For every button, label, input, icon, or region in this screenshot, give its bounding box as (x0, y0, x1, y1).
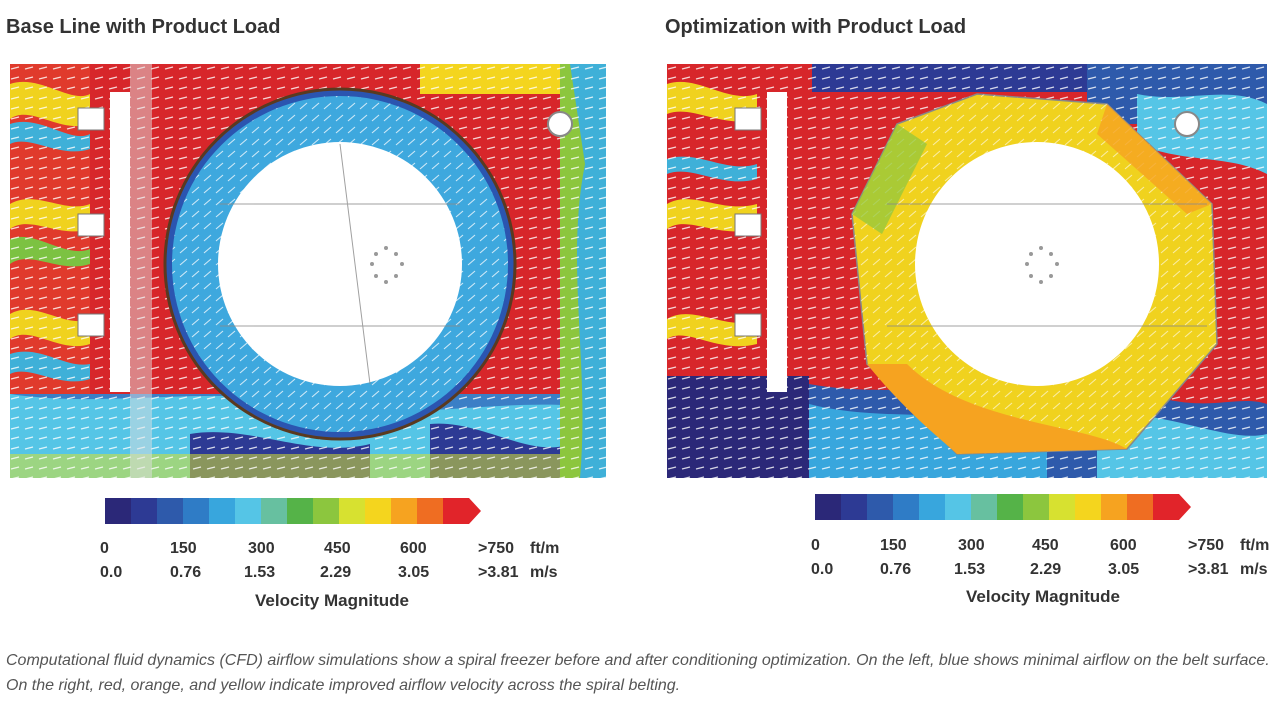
tick-ms-4: 3.05 (1108, 561, 1140, 578)
tick-ftm-5: >750 (478, 540, 515, 557)
tick-ms-0: 0.0 (811, 561, 834, 578)
tick-ftm-3: 450 (1032, 537, 1059, 554)
tick-ftm-5: >750 (1188, 537, 1225, 554)
right-legend-title: Velocity Magnitude (966, 587, 1120, 606)
right-colorbar (815, 494, 1179, 520)
tick-ms-4: 3.05 (398, 564, 430, 581)
left-legend-title: Velocity Magnitude (255, 591, 409, 610)
tick-ms-3: 2.29 (320, 564, 352, 581)
colorbar-overflow-arrow (1179, 494, 1191, 520)
tick-ftm-2: 300 (958, 537, 985, 554)
left-panel-title: Base Line with Product Load (6, 16, 281, 38)
tick-ftm-0: 0 (100, 540, 109, 557)
optimized-cfd-plot (667, 64, 1267, 478)
tick-ftm-1: 150 (170, 540, 197, 557)
tick-ftm-4: 600 (1110, 537, 1137, 554)
figure-caption: Computational fluid dynamics (CFD) airfl… (6, 652, 1270, 694)
tick-ms-0: 0.0 (100, 564, 123, 581)
tick-ftm-3: 450 (324, 540, 351, 557)
tick-ms-5: >3.81 (1188, 561, 1229, 578)
tick-ftm-4: 600 (400, 540, 427, 557)
tick-ms-3: 2.29 (1030, 561, 1062, 578)
tick-ftm-2: 300 (248, 540, 275, 557)
unit-ftm: ft/m (530, 540, 560, 557)
tick-ms-2: 1.53 (954, 561, 986, 578)
tick-ms-1: 0.76 (880, 561, 912, 578)
tick-ftm-0: 0 (811, 537, 820, 554)
unit-ftm: ft/m (1240, 537, 1270, 554)
right-panel-title: Optimization with Product Load (665, 16, 967, 38)
tick-ftm-1: 150 (880, 537, 907, 554)
colorbar-overflow-arrow (469, 498, 481, 524)
tick-ms-2: 1.53 (244, 564, 276, 581)
tick-ms-5: >3.81 (478, 564, 519, 581)
left-colorbar (105, 498, 469, 524)
unit-ms: m/s (530, 564, 558, 581)
baseline-cfd-plot (10, 64, 606, 478)
tick-ms-1: 0.76 (170, 564, 202, 581)
unit-ms: m/s (1240, 561, 1268, 578)
